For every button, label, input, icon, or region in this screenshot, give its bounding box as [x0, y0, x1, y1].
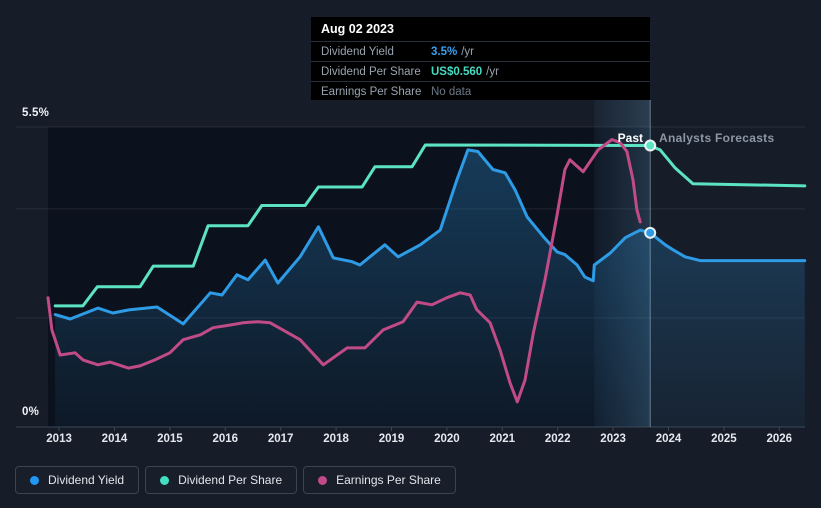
- x-axis-year-label: 2021: [489, 433, 516, 445]
- tooltip-row-dividend-per-share: Dividend Per Share US$0.560/yr: [311, 61, 650, 81]
- x-axis-year-label: 2016: [212, 433, 239, 445]
- tooltip-rows: Dividend Yield 3.5%/yr Dividend Per Share U…: [311, 41, 650, 101]
- dividend-yield-dot-icon: [30, 475, 39, 485]
- tooltip-date: Aug 02 2023: [321, 22, 394, 36]
- chart-tooltip: Aug 02 2023 Dividend Yield 3.5%/yr Dividen…: [311, 17, 650, 100]
- x-axis-year-label: 2019: [378, 433, 405, 445]
- analysts-forecasts-label: Analysts Forecasts: [659, 131, 775, 145]
- tooltip-row-label: Earnings Per Share: [321, 85, 422, 98]
- dividend-per-share-marker: [644, 139, 657, 152]
- dividend-yield-marker: [644, 226, 657, 239]
- dividend-yield-line: [53, 148, 807, 326]
- legend-item-label: Dividend Per Share: [178, 473, 283, 487]
- tooltip-row-unit: /yr: [461, 45, 474, 58]
- x-axis-year-label: 2024: [655, 433, 682, 445]
- earnings-per-share-dot-icon: [318, 475, 328, 485]
- x-axis-year-label: 2015: [157, 433, 183, 445]
- y-axis-max-label: 5.5%: [22, 107, 50, 119]
- dividend-per-share-line: [53, 143, 807, 308]
- chart-legend: Dividend Yield Dividend Per Share Earnings…: [15, 466, 456, 494]
- x-axis-year-label: 2020: [434, 433, 460, 445]
- dividend-per-share-dot-icon: [160, 475, 170, 485]
- legend-item-dividend-per-share[interactable]: Dividend Per Share: [145, 466, 298, 494]
- y-axis-min-label: 0%: [22, 406, 40, 418]
- x-axis-year-label: 2017: [267, 433, 294, 445]
- x-axis-year-label: 2026: [766, 433, 793, 445]
- x-axis-year-label: 2022: [544, 433, 571, 445]
- x-axis-year-label: 2023: [600, 433, 626, 445]
- tooltip-row-label: Dividend Per Share: [321, 65, 421, 78]
- tooltip-row-dividend-yield: Dividend Yield 3.5%/yr: [311, 41, 650, 61]
- x-axis-year-label: 2014: [101, 433, 128, 445]
- past-label: Past: [617, 131, 643, 145]
- tooltip-row-value: No data: [431, 85, 472, 98]
- tooltip-row-value: US$0.560: [431, 65, 483, 78]
- tooltip-row-unit: /yr: [486, 65, 499, 78]
- legend-item-earnings-per-share[interactable]: Earnings Per Share: [303, 466, 456, 494]
- x-axis-year-label: 2018: [323, 433, 349, 445]
- tooltip-row-earnings-per-share: Earnings Per Share No data: [311, 81, 650, 101]
- dividend-yield-area: [55, 149, 805, 427]
- x-axis-year-label: 2025: [711, 433, 737, 445]
- tooltip-row-value: 3.5%: [431, 45, 458, 58]
- legend-item-label: Earnings Per Share: [336, 473, 441, 487]
- earnings-per-share-line: [46, 138, 642, 404]
- legend-item-dividend-yield[interactable]: Dividend Yield: [15, 466, 140, 494]
- x-axis-year-label: 2013: [46, 433, 72, 445]
- tooltip-row-label: Dividend Yield: [321, 45, 394, 58]
- legend-item-label: Dividend Yield: [48, 473, 125, 487]
